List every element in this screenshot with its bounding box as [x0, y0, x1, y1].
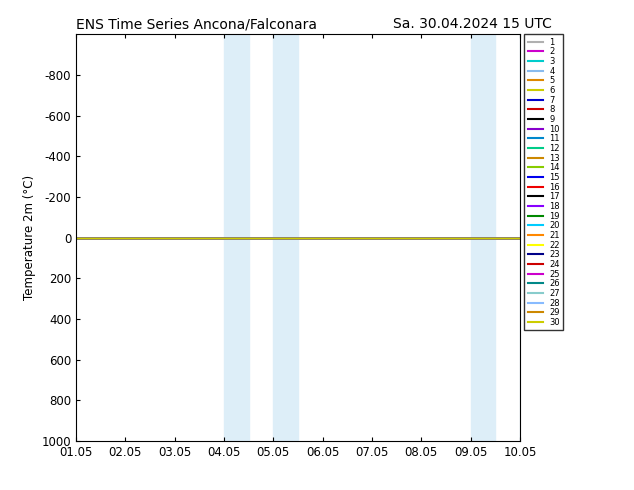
- Text: Sa. 30.04.2024 15 UTC: Sa. 30.04.2024 15 UTC: [393, 17, 552, 31]
- Y-axis label: Temperature 2m (°C): Temperature 2m (°C): [23, 175, 36, 300]
- Bar: [520, 34, 545, 441]
- Legend: 1, 2, 3, 4, 5, 6, 7, 8, 9, 10, 11, 12, 13, 14, 15, 16, 17, 18, 19, 20, 21, 22, 2: 1, 2, 3, 4, 5, 6, 7, 8, 9, 10, 11, 12, 1…: [524, 34, 563, 330]
- Text: ENS Time Series Ancona/Falconara: ENS Time Series Ancona/Falconara: [76, 17, 317, 31]
- Bar: [273, 34, 298, 441]
- Bar: [470, 34, 495, 441]
- Bar: [224, 34, 249, 441]
